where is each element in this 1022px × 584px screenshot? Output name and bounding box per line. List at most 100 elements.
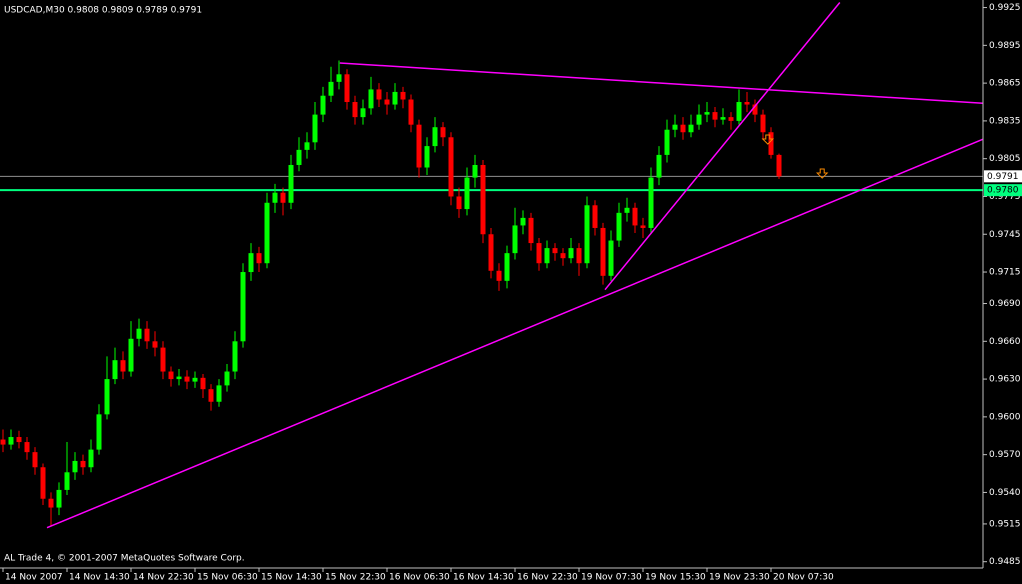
candle-body [496,270,502,281]
footer: AL Trade 4, © 2001-2007 MetaQuotes Softw… [4,554,245,564]
candle-body [240,272,246,342]
candle-body [752,104,758,115]
candle-body [168,371,174,380]
candle-body [712,112,718,120]
candle-body [608,240,614,276]
candle-body [624,207,630,213]
candle-body [440,127,446,138]
candle-body [384,99,390,105]
x-tick-label: 19 Nov 15:30 [645,573,706,583]
candle-body [352,102,358,118]
candle-body [696,114,702,125]
signal-arrow [761,134,775,145]
candle-body [528,217,534,244]
candle-body [392,91,398,105]
candle-body [464,177,470,210]
candle-body [600,227,606,276]
x-tick-label: 16 Nov 22:30 [517,573,578,583]
bid-line-box [984,170,1022,183]
y-tick-label: 0.9630 [989,375,1021,385]
candle-body [688,124,694,133]
candle-body [768,132,774,155]
candle-body [16,437,22,443]
candle-body [208,389,214,402]
candle-body [616,212,622,241]
candle-body [520,217,526,226]
candle-body [112,360,118,380]
candle-body [192,377,198,382]
x-tick-label: 15 Nov 14:30 [261,573,322,583]
y-tick-label: 0.9745 [989,230,1021,240]
y-tick-label: 0.9835 [989,116,1021,126]
candle-body [144,328,150,342]
candle-body [472,164,478,178]
candle-body [344,74,350,103]
x-tick-label: 15 Nov 22:30 [325,573,386,583]
trendline [339,62,983,105]
candle-body [56,489,62,508]
candle-body [264,202,270,264]
candle-body [408,99,414,125]
candle-body [560,253,566,259]
trendline [604,2,841,291]
candle-body [152,341,158,348]
candle-body [160,347,166,372]
candle-body [272,192,278,203]
trendline [46,138,983,529]
candle-body [32,452,38,468]
candle-body [704,112,710,115]
candle-body [72,460,78,473]
candle-body [256,253,262,264]
candle-body [88,449,94,468]
candle-body [304,142,310,150]
candle-body [672,124,678,130]
x-tick-label: 16 Nov 14:30 [453,573,514,583]
candle-body [176,376,182,380]
y-tick-label: 0.9515 [989,519,1021,529]
signal-arrow [815,168,829,179]
candle-body [552,248,558,254]
candle-body [504,253,510,281]
bid-line-label: 0.9791 [987,172,1019,182]
y-tick-label: 0.9865 [989,79,1021,89]
plot-area [0,2,983,529]
candle-body [576,248,582,264]
candle-body [656,154,662,178]
candle-body [216,385,222,402]
x-tick-label: 14 Nov 22:30 [133,573,194,583]
candle-body [184,376,190,382]
candle-body [200,377,206,390]
x-tick-label: 16 Nov 06:30 [389,573,450,583]
y-tick-label: 0.9570 [989,450,1021,460]
candle-body [328,81,334,96]
candle-body [544,248,550,264]
candle-body [312,114,318,143]
candle-body [744,102,750,105]
candle-body [104,379,110,415]
candle-body [736,102,742,121]
candle-body [728,117,734,121]
horizontal-line-label: 0.9780 [987,186,1019,196]
candle-body [336,74,342,82]
candle-body [448,137,454,197]
y-tick-label: 0.9805 [989,154,1021,164]
y-tick-label: 0.9775 [989,192,1021,202]
candle-body [8,437,14,445]
candle-body [424,146,430,168]
x-tick-label: 20 Nov 07:30 [773,573,834,583]
candle-body [224,371,230,386]
y-tick-label: 0.9690 [989,299,1021,309]
candle-body [640,225,646,228]
candle-body [760,114,766,133]
candle-body [360,108,366,118]
y-tick-label: 0.9600 [989,412,1021,422]
candle-body [568,248,574,259]
candle-body [456,196,462,210]
candle-body [512,225,518,254]
x-tick-label: 19 Nov 07:30 [581,573,642,583]
y-tick-label: 0.9925 [989,3,1021,13]
candle-body [280,192,286,203]
candle-body [720,117,726,120]
